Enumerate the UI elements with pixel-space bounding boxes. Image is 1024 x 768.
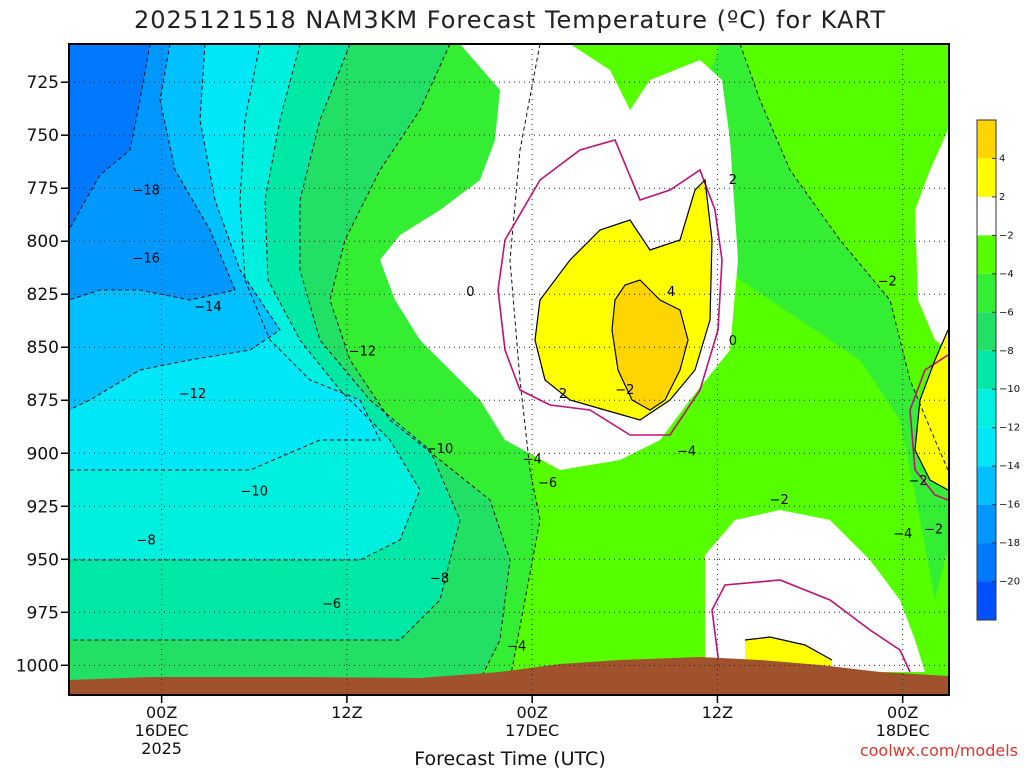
- contour-label: −8: [430, 571, 449, 586]
- positive-contours: [534, 178, 949, 661]
- legend-swatch: [977, 158, 996, 197]
- contour-label: 4: [667, 285, 675, 300]
- y-tick-label: 800: [27, 232, 59, 252]
- grid: [69, 44, 949, 695]
- contour-label: −6: [538, 476, 557, 491]
- legend-label: −12: [999, 423, 1020, 434]
- contour-label: −4: [893, 527, 912, 542]
- contour-label: −2: [909, 474, 928, 489]
- legend-swatch: [977, 235, 996, 274]
- plot-area: −18 −16 −14 −12 −12 −10 −10 −8 −8 −6 −4 −4 −6 0 2 −2 4 0 2…: [69, 44, 949, 695]
- legend-swatch: [977, 196, 996, 236]
- legend-label: −6: [999, 307, 1014, 318]
- y-tick-label: 725: [27, 73, 59, 93]
- legend-swatch: [977, 543, 996, 582]
- legend-label: −4: [999, 269, 1014, 280]
- contour-label: −2: [878, 275, 897, 290]
- x-tick-label: 12Z: [331, 703, 362, 722]
- contour-label: −4: [677, 444, 696, 459]
- contour-label: −14: [194, 300, 221, 315]
- legend-label: −8: [999, 346, 1014, 357]
- band-near-zero-right: [915, 130, 948, 350]
- y-tick-label: 825: [27, 285, 59, 305]
- x-tick-label: 00Z: [146, 703, 177, 722]
- contour-label: −4: [507, 639, 526, 654]
- contour-label: −16: [132, 251, 159, 266]
- y-tick-label: 750: [27, 126, 59, 146]
- legend-swatch: [977, 466, 996, 505]
- contour-label: −12: [179, 387, 206, 402]
- contour-label: −12: [349, 345, 376, 360]
- contour-label: −18: [132, 183, 159, 198]
- legend-label: −20: [999, 577, 1020, 588]
- legend-swatch: [977, 273, 996, 313]
- contour-label: 2: [729, 173, 737, 188]
- legend-label: −2: [999, 230, 1014, 241]
- x-axis-label: Forecast Time (UTC): [414, 748, 605, 768]
- contour-label: −2: [770, 493, 789, 508]
- x-tick-label: 12Z: [702, 703, 733, 722]
- y-tick-label: 900: [27, 444, 59, 464]
- legend-label: 2: [999, 192, 1005, 203]
- credit-text: coolwx.com/models: [860, 741, 1018, 760]
- x-tick-label: 17DEC: [505, 721, 559, 740]
- contour-label: 0: [729, 334, 737, 349]
- contour-label: −10: [426, 442, 453, 457]
- contour-label: 2: [559, 387, 567, 402]
- band-near-zero-lower: [705, 510, 925, 672]
- y-tick-label: 850: [27, 338, 59, 358]
- legend-swatch: [977, 389, 996, 428]
- band-plus-2-low: [745, 637, 832, 668]
- contour-label: −2: [924, 523, 943, 538]
- y-tick-label: 950: [27, 550, 59, 570]
- legend-label: −18: [999, 538, 1020, 549]
- contour-label: −2: [615, 383, 634, 398]
- y-tick-label: 775: [27, 179, 59, 199]
- color-legend: 4 2 −2 −4 −6 −8 −10 −12 −14 −16 −18 −20: [976, 119, 1020, 621]
- legend-frame: [976, 119, 997, 621]
- legend-swatch: [977, 350, 996, 390]
- x-tick-label: 00Z: [516, 703, 547, 722]
- dashed-contours: [69, 44, 949, 681]
- contour-label: 0: [466, 285, 474, 300]
- legend-swatch: [977, 120, 996, 159]
- band-minus-18: [69, 44, 150, 230]
- y-tick-label: 1000: [16, 656, 59, 676]
- legend-swatch: [977, 427, 996, 467]
- y-tick-label: 975: [27, 603, 59, 623]
- contour-label: −8: [137, 533, 156, 548]
- legend-label: 4: [999, 153, 1005, 164]
- x-tick-label: 2025: [141, 739, 182, 758]
- legend-swatch: [977, 504, 996, 544]
- x-tick-label: 18DEC: [876, 721, 930, 740]
- legend-label: −14: [999, 461, 1020, 472]
- band-plus-4: [612, 280, 688, 410]
- contour-label: −10: [241, 485, 268, 500]
- legend-label: −10: [999, 384, 1020, 395]
- legend-swatch: [977, 581, 996, 620]
- legend-swatch: [977, 312, 996, 351]
- y-tick-label: 875: [27, 391, 59, 411]
- plot-frame: [68, 43, 950, 696]
- y-tick-label: 925: [27, 497, 59, 517]
- chart-title: 2025121518 NAM3KM Forecast Temperature (…: [134, 6, 886, 34]
- contour-labels: −18 −16 −14 −12 −12 −10 −10 −8 −8 −6 −4 −4 −6 0 2 −2 4 0 2…: [132, 173, 943, 655]
- zero-contours: [497, 139, 949, 673]
- contour-label: −4: [523, 453, 542, 468]
- ground-terrain: [69, 657, 949, 695]
- x-tick-label: 16DEC: [135, 721, 189, 740]
- y-axis: 725 750 775 800 825 850 875 900 925 950 975 1000: [16, 73, 69, 676]
- x-tick-label: 00Z: [887, 703, 918, 722]
- contour-label: −6: [322, 597, 341, 612]
- legend-label: −16: [999, 500, 1020, 511]
